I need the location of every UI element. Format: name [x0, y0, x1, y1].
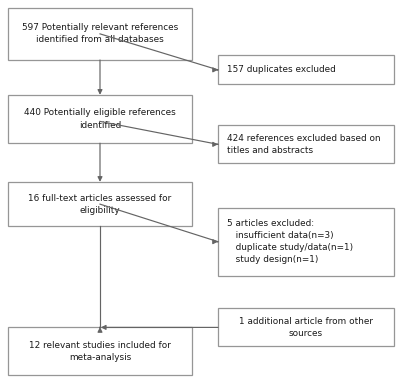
FancyBboxPatch shape — [218, 55, 394, 84]
Text: 1 additional article from other
sources: 1 additional article from other sources — [239, 317, 373, 338]
FancyBboxPatch shape — [218, 308, 394, 346]
Text: 440 Potentially eligible references
identified: 440 Potentially eligible references iden… — [24, 108, 176, 130]
FancyBboxPatch shape — [8, 182, 192, 226]
FancyBboxPatch shape — [8, 8, 192, 60]
Text: 424 references excluded based on
titles and abstracts: 424 references excluded based on titles … — [227, 134, 380, 155]
FancyBboxPatch shape — [218, 208, 394, 276]
FancyBboxPatch shape — [8, 95, 192, 143]
FancyBboxPatch shape — [8, 327, 192, 375]
Text: 157 duplicates excluded: 157 duplicates excluded — [227, 65, 336, 74]
Text: 5 articles excluded:
   insufficient data(n=3)
   duplicate study/data(n=1)
   s: 5 articles excluded: insufficient data(n… — [227, 219, 353, 264]
FancyBboxPatch shape — [218, 125, 394, 163]
Text: 12 relevant studies included for
meta-analysis: 12 relevant studies included for meta-an… — [29, 341, 171, 362]
Text: 597 Potentially relevant references
identified from all databases: 597 Potentially relevant references iden… — [22, 23, 178, 45]
Text: 16 full-text articles assessed for
eligibility: 16 full-text articles assessed for eligi… — [28, 194, 172, 215]
